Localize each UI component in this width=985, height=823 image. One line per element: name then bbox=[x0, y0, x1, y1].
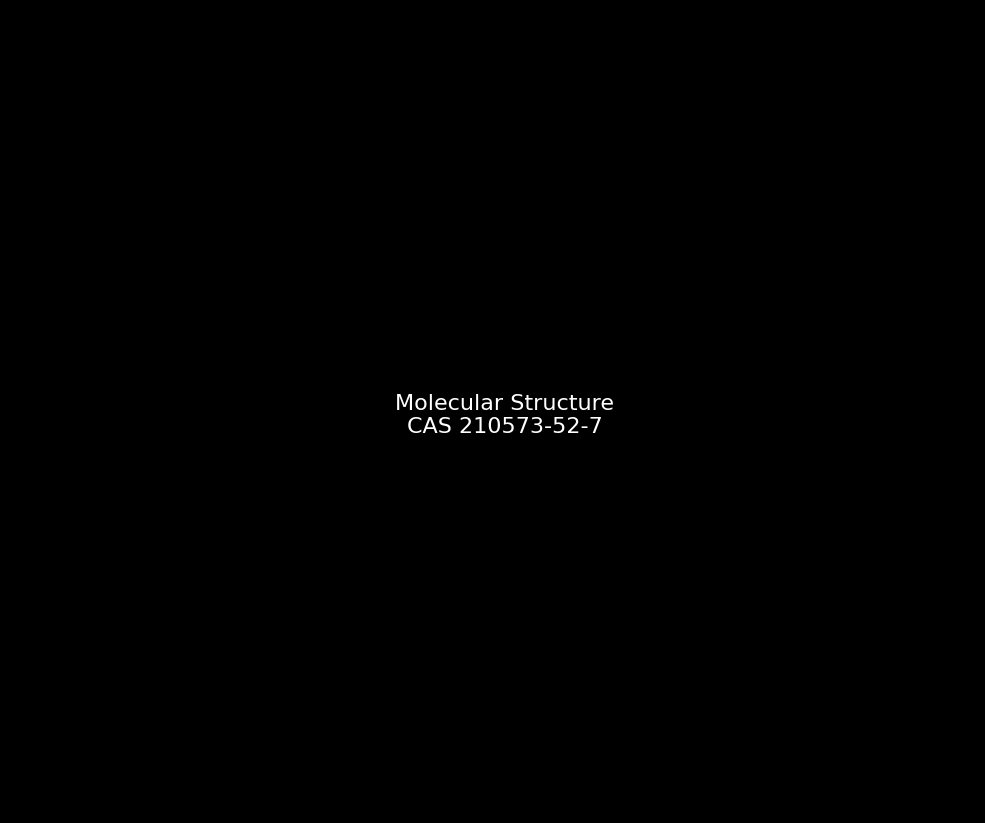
Text: Molecular Structure
CAS 210573-52-7: Molecular Structure CAS 210573-52-7 bbox=[395, 394, 615, 437]
